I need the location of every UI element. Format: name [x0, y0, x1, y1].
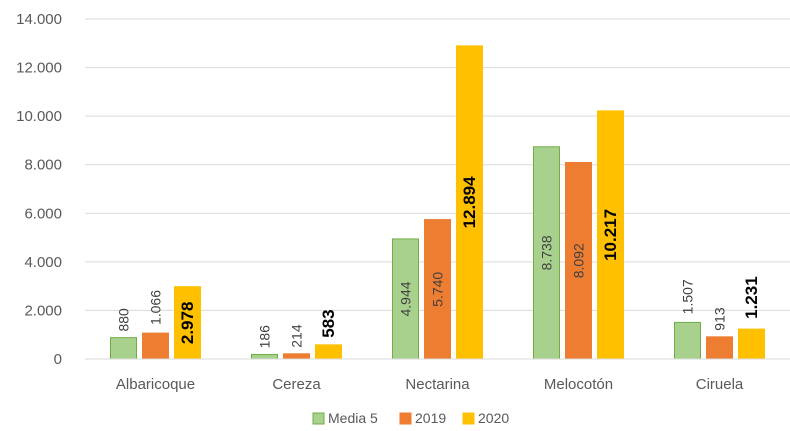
data-label: 12.894: [460, 176, 479, 229]
y-tick-label: 10.000: [16, 108, 62, 125]
x-category-label: Cereza: [272, 376, 321, 393]
data-label: 8.738: [539, 235, 555, 270]
x-category-label: Albaricoque: [116, 376, 195, 393]
x-axis-category-labels: Albaricoque Cereza Nectarina Melocotón Cirue…: [116, 376, 744, 393]
data-label: 1.507: [680, 279, 696, 314]
bar-2020-melocotón: [597, 110, 624, 360]
data-label: 186: [257, 325, 273, 349]
bar-media-5-cereza: [251, 353, 278, 360]
legend-label: 2020: [478, 410, 509, 426]
data-label: 1.066: [148, 290, 164, 325]
data-label: 2.978: [178, 302, 197, 345]
bar-media-5-nectarina: [392, 238, 419, 360]
legend-label: Media 5: [328, 410, 378, 426]
y-tick-label: 4.000: [24, 254, 62, 271]
bar-media-5-ciruela: [674, 321, 701, 360]
y-axis-tick-labels: 0 2.000 4.000 6.000 8.000 10.000 12.000 14.000: [16, 11, 62, 368]
data-label: 583: [319, 309, 338, 337]
bar-media-5-albaricoque: [110, 337, 137, 360]
y-tick-label: 0: [54, 351, 62, 368]
legend-swatch: [399, 412, 412, 425]
legend-swatch: [312, 412, 325, 425]
legend-swatch: [462, 412, 475, 425]
bar-2019-nectarina: [424, 219, 451, 360]
bar-2019-cereza: [283, 353, 310, 360]
data-labels: 880 1.066 2.978 186 214 583 4.944 5.740 12.894 8.…: [116, 176, 762, 349]
x-category-label: Ciruela: [696, 376, 744, 393]
bar-2020-cereza: [315, 344, 342, 360]
bar-2019-ciruela: [706, 336, 733, 360]
data-label: 4.944: [398, 281, 414, 316]
bar-2020-nectarina: [456, 45, 483, 360]
data-label: 913: [712, 307, 728, 331]
y-tick-label: 14.000: [16, 11, 62, 28]
bar-2019-albaricoque: [142, 332, 169, 360]
y-tick-label: 6.000: [24, 205, 62, 222]
y-tick-label: 12.000: [16, 60, 62, 77]
bar-2019-melocotón: [565, 161, 592, 360]
x-category-label: Melocotón: [544, 376, 613, 393]
data-label: 214: [289, 324, 305, 348]
data-label: 1.231: [742, 276, 761, 319]
data-label: 880: [116, 308, 132, 332]
legend-label: 2019: [415, 410, 446, 426]
data-label: 10.217: [601, 209, 620, 261]
bar-media-5-melocotón: [533, 146, 560, 360]
y-tick-label: 2.000: [24, 302, 62, 319]
gridlines: [85, 18, 790, 311]
x-category-label: Nectarina: [405, 376, 470, 393]
data-label: 5.740: [430, 272, 446, 307]
data-label: 8.092: [571, 243, 587, 278]
y-tick-label: 8.000: [24, 157, 62, 174]
bars: [110, 45, 765, 360]
legend: Media 5 2019 2020: [312, 410, 509, 426]
bar-2020-ciruela: [738, 328, 765, 360]
